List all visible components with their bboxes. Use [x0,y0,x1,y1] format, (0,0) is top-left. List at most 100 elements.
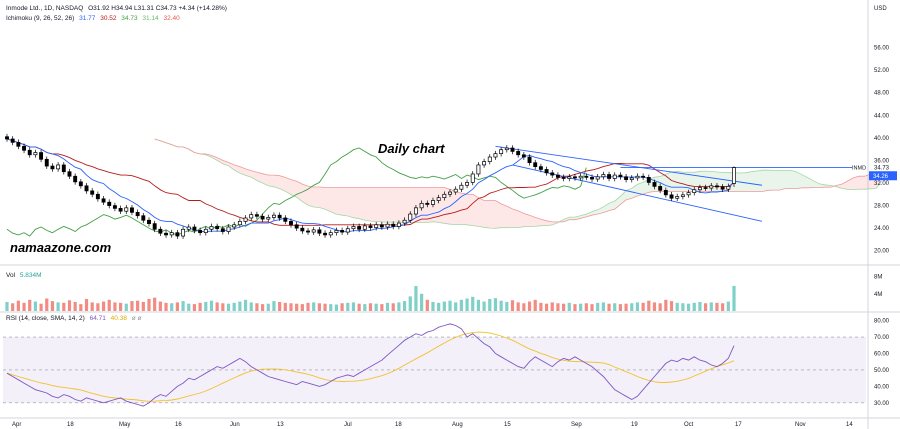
volume-bar [562,303,566,311]
volume-bar [630,303,634,311]
volume-bar [243,299,248,311]
rsi-legend[interactable]: RSI (14, close, SMA, 14, 2) 64.71 40.38 … [6,315,145,322]
ichimoku-cloud-segment [467,194,473,226]
time-axis-tick: Sep [571,422,582,428]
time-axis-tick: 13 [277,422,284,428]
candle-bullish [595,176,600,180]
time-axis-tick: Oct [684,422,694,428]
volume-bar [16,300,20,311]
ichimoku-legend[interactable]: Ichimoku (9, 26, 52, 26) 31.77 30.52 34.… [6,15,183,22]
volume-bar [476,299,481,311]
volume-bar [187,303,191,311]
ichimoku-cloud-segment [347,187,354,218]
volume-bar [414,286,418,311]
ichimoku-cloud-segment [563,217,570,222]
candle-bearish [107,201,112,206]
volume-axis-tick: 8M [874,275,882,281]
ichimoku-cloud-segment [569,217,575,220]
rsi-band [3,337,866,403]
volume-bar [482,301,486,311]
ichimoku-cloud-segment [387,187,394,223]
ichimoku-cloud-segment [643,179,649,195]
candle-bearish [175,232,180,237]
candle-bearish [368,225,373,228]
ichimoku-cloud-segment [580,214,587,219]
volume-bar [175,302,179,311]
ichimoku-cloud-segment [751,171,757,192]
volume-bar [425,299,429,311]
ichimoku-cloud-segment [484,200,490,229]
candle-bullish [448,191,452,195]
candle-bearish [510,147,515,152]
volume-bar [579,303,583,311]
volume-bar [363,304,367,311]
candle-bullish [612,174,617,179]
candle-bearish [164,232,168,236]
rsi-sma-line [6,331,735,402]
volume-axis-tick: 4M [874,292,882,298]
candle-bearish [715,185,719,188]
candle-bearish [152,223,157,230]
candle-bullish [493,153,498,158]
ichimoku-cloud-segment [597,206,604,215]
ichimoku-cloud-segment [489,200,496,229]
volume-bar [39,303,43,311]
volume-legend[interactable]: Vol 5.834M [6,272,45,279]
volume-bar [669,301,674,311]
volume-value: 5.834M [19,272,42,279]
ichimoku-lead1-value: 31.14 [142,15,159,22]
volume-bar [721,303,725,311]
header-legend: Inmode Ltd., 1D, NASDAQ O31.92 H34.94 L3… [6,5,230,12]
volume-bar [624,303,628,311]
volume-bar [141,301,145,311]
candle-bullish [431,200,435,205]
candle-bearish [44,158,49,167]
candle-bearish [340,230,345,233]
candle-bullish [266,217,271,220]
ichimoku-cloud-segment [506,206,513,228]
ichimoku-cloud-segment [853,176,859,190]
rsi-line [6,323,735,407]
ichimoku-cloud-segment [864,174,871,190]
price-axis-tick: 56.00 [874,46,890,52]
ichimoku-cloud-segment [535,217,541,227]
volume-bar [544,303,549,311]
candle-bullish [459,184,464,190]
ichimoku-cloud-segment [234,164,240,174]
candle-bullish [271,214,276,218]
ichimoku-cloud-segment [796,171,803,189]
volume-bar [22,302,26,311]
ichimoku-cloud-segment [768,170,774,191]
time-axis-tick: 18 [395,422,402,428]
rsi-axis-tick: 50.00 [874,368,890,374]
volume-bar [306,302,310,311]
volume-bar [584,303,588,311]
ichimoku-cloud-segment [256,172,263,183]
volume-bar [226,303,231,311]
time-axis-tick: 15 [504,422,511,428]
volume-bar [726,301,730,311]
volume-bar [209,300,214,311]
candle-bullish [601,174,606,178]
ichimoku-base-value: 30.52 [100,15,117,22]
ichimoku-cloud-segment [290,179,297,198]
rsi-value: 64.71 [89,315,106,322]
volume-bar [686,303,691,311]
volume-bar [5,301,9,311]
volume-bar [62,302,66,311]
volume-bar [681,303,685,311]
volume-bar [368,303,373,311]
candle-bearish [521,154,526,158]
symbol-label[interactable]: Inmode Ltd., 1D, NASDAQ [6,5,84,12]
time-axis-tick: May [119,422,130,428]
volume-bar [465,298,469,311]
volume-bar [113,302,117,311]
ichimoku-cloud-segment [393,187,399,223]
candle-bullish [56,164,61,170]
ichimoku-cloud-segment [478,197,485,228]
volume-bar [658,303,662,311]
ichimoku-cloud-segment [841,181,848,190]
candle-bearish [39,152,44,160]
time-axis-tick: 16 [175,422,182,428]
candle-bearish [112,205,117,209]
